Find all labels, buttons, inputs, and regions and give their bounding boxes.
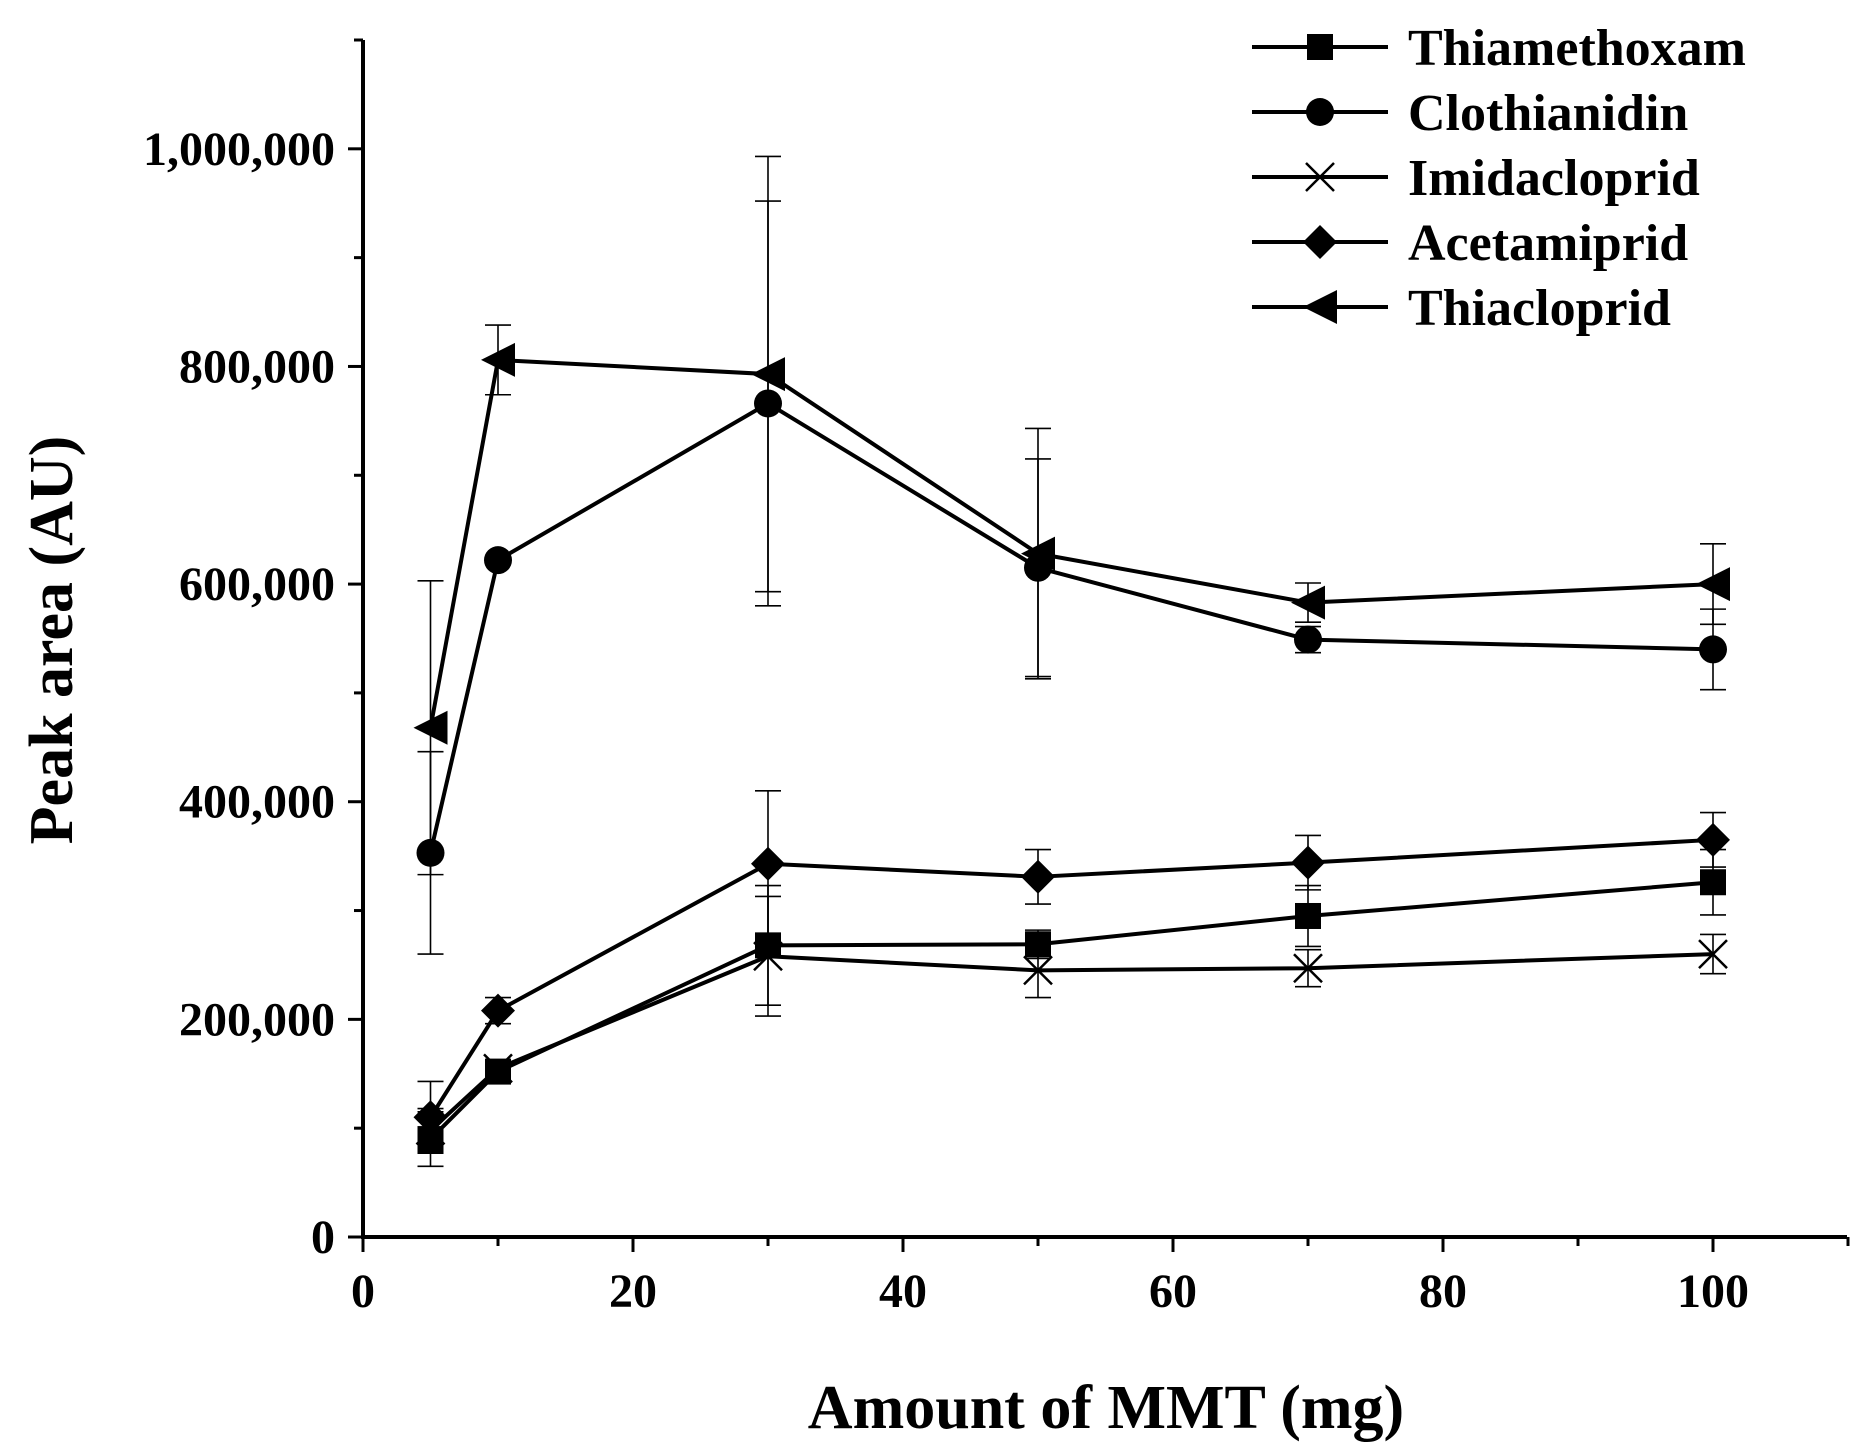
data-point-thiacloprid xyxy=(1696,567,1730,602)
legend-marker-thiacloprid xyxy=(1303,290,1337,324)
legend-marker-acetamiprid xyxy=(1303,225,1337,259)
legend-marker-thiamethoxam xyxy=(1307,34,1333,60)
data-point-thiamethoxam xyxy=(1295,902,1321,929)
data-point-thiacloprid xyxy=(1291,585,1325,620)
legend-marker-clothianidin xyxy=(1306,98,1334,126)
series-acetamiprid xyxy=(413,790,1730,1155)
x-tick-label: 20 xyxy=(609,1265,657,1318)
data-point-thiacloprid xyxy=(1021,536,1055,571)
data-point-imidacloprid xyxy=(483,1053,513,1084)
x-tick-label: 100 xyxy=(1677,1265,1749,1318)
legend-marker-imidacloprid xyxy=(1305,162,1335,192)
legend-item-imidacloprid: Imidacloprid xyxy=(1252,150,1700,207)
data-point-clothianidin xyxy=(484,546,512,575)
data-point-clothianidin xyxy=(1699,635,1727,664)
data-point-thiacloprid xyxy=(413,710,448,745)
data-point-acetamiprid xyxy=(751,846,785,881)
data-point-imidacloprid xyxy=(1698,939,1728,969)
x-tick-label: 40 xyxy=(879,1265,927,1318)
series-thiamethoxam xyxy=(417,848,1726,1168)
legend-item-thiamethoxam: Thiamethoxam xyxy=(1252,20,1746,77)
y-tick-label: 0 xyxy=(311,1211,335,1264)
y-tick-label: 400,000 xyxy=(179,776,335,829)
y-tick-label: 600,000 xyxy=(179,558,335,611)
legend-label: Thiacloprid xyxy=(1408,280,1671,337)
data-point-imidacloprid xyxy=(1293,953,1323,984)
x-tick-label: 60 xyxy=(1149,1265,1197,1318)
x-tick-label: 0 xyxy=(351,1265,375,1318)
y-tick-label: 200,000 xyxy=(179,993,335,1046)
data-point-acetamiprid xyxy=(413,1100,448,1135)
data-point-acetamiprid xyxy=(1021,859,1055,894)
axes: 0 20 40 60 80 100 0 200,000 400,000 600,000 800,00… xyxy=(143,38,1850,1318)
series-line-thiamethoxam xyxy=(429,880,1714,1141)
x-tick-label: 80 xyxy=(1419,1265,1467,1318)
legend-label: Clothianidin xyxy=(1408,85,1688,142)
y-axis-title: Peak area (AU) xyxy=(18,436,86,845)
y-tick-label: 800,000 xyxy=(179,340,335,393)
series-line-imidacloprid xyxy=(429,952,1714,1132)
legend-item-thiacloprid: Thiacloprid xyxy=(1252,280,1671,337)
y-tick-label: 1,000,000 xyxy=(143,123,335,176)
data-point-acetamiprid xyxy=(1291,845,1325,880)
data-point-thiacloprid xyxy=(481,342,515,377)
series-line-acetamiprid xyxy=(428,837,1714,1119)
legend: Thiamethoxam Clothianidin Imidacloprid Acet… xyxy=(1252,20,1746,337)
data-point-acetamiprid xyxy=(481,993,515,1028)
data-point-thiamethoxam xyxy=(1700,869,1726,896)
data-point-clothianidin xyxy=(1294,625,1322,654)
x-axis-title: Amount of MMT (mg) xyxy=(808,1374,1404,1442)
legend-item-acetamiprid: Acetamiprid xyxy=(1252,215,1688,272)
legend-item-clothianidin: Clothianidin xyxy=(1252,85,1688,142)
legend-label: Imidacloprid xyxy=(1408,150,1700,207)
data-point-imidacloprid xyxy=(753,941,783,972)
data-point-imidacloprid xyxy=(1023,955,1053,986)
legend-label: Acetamiprid xyxy=(1408,215,1688,272)
series-imidacloprid xyxy=(415,895,1728,1153)
data-point-thiacloprid xyxy=(751,357,785,392)
series-line-thiacloprid xyxy=(428,357,1714,729)
legend-label: Thiamethoxam xyxy=(1408,20,1746,77)
series-line-clothianidin xyxy=(428,401,1714,854)
plot-area xyxy=(413,155,1730,1168)
data-point-acetamiprid xyxy=(1696,822,1730,857)
series-thiacloprid xyxy=(413,155,1730,876)
